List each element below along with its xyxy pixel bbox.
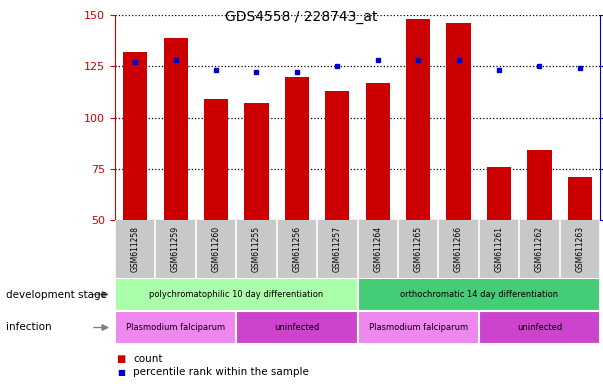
Text: GSM611261: GSM611261 bbox=[494, 226, 504, 272]
Bar bbox=[236, 311, 358, 344]
Bar bbox=[446, 23, 471, 220]
Bar bbox=[115, 278, 358, 311]
Text: GSM611263: GSM611263 bbox=[575, 226, 584, 272]
Text: GSM611264: GSM611264 bbox=[373, 226, 382, 272]
Text: GSM611258: GSM611258 bbox=[131, 226, 140, 272]
Bar bbox=[527, 150, 552, 220]
Text: orthochromatic 14 day differentiation: orthochromatic 14 day differentiation bbox=[400, 290, 558, 299]
Text: GSM611262: GSM611262 bbox=[535, 226, 544, 272]
Text: GSM611265: GSM611265 bbox=[414, 226, 423, 272]
Bar bbox=[115, 311, 236, 344]
Text: ■: ■ bbox=[116, 354, 125, 364]
Text: GSM611257: GSM611257 bbox=[333, 226, 342, 272]
Bar bbox=[358, 278, 600, 311]
Bar bbox=[163, 38, 188, 220]
Bar bbox=[406, 19, 431, 220]
Text: percentile rank within the sample: percentile rank within the sample bbox=[133, 367, 309, 377]
Text: development stage: development stage bbox=[6, 290, 107, 300]
Bar bbox=[567, 177, 592, 220]
Bar bbox=[365, 83, 390, 220]
Text: GSM611259: GSM611259 bbox=[171, 226, 180, 272]
Bar bbox=[285, 76, 309, 220]
Bar bbox=[487, 167, 511, 220]
Text: GSM611256: GSM611256 bbox=[292, 226, 302, 272]
Text: GSM611266: GSM611266 bbox=[454, 226, 463, 272]
Bar bbox=[358, 311, 479, 344]
Bar bbox=[123, 52, 147, 220]
Text: ■: ■ bbox=[117, 367, 125, 376]
Text: count: count bbox=[133, 354, 163, 364]
Text: infection: infection bbox=[6, 323, 52, 333]
Text: polychromatophilic 10 day differentiation: polychromatophilic 10 day differentiatio… bbox=[149, 290, 323, 299]
Text: uninfected: uninfected bbox=[517, 323, 562, 332]
Text: GSM611255: GSM611255 bbox=[252, 226, 261, 272]
Bar bbox=[204, 99, 228, 220]
Text: uninfected: uninfected bbox=[274, 323, 320, 332]
Text: GSM611260: GSM611260 bbox=[212, 226, 221, 272]
Bar bbox=[479, 311, 600, 344]
Text: Plasmodium falciparum: Plasmodium falciparum bbox=[368, 323, 468, 332]
Bar bbox=[325, 91, 349, 220]
Text: Plasmodium falciparum: Plasmodium falciparum bbox=[126, 323, 225, 332]
Text: GDS4558 / 228743_at: GDS4558 / 228743_at bbox=[226, 10, 377, 23]
Bar bbox=[244, 103, 268, 220]
